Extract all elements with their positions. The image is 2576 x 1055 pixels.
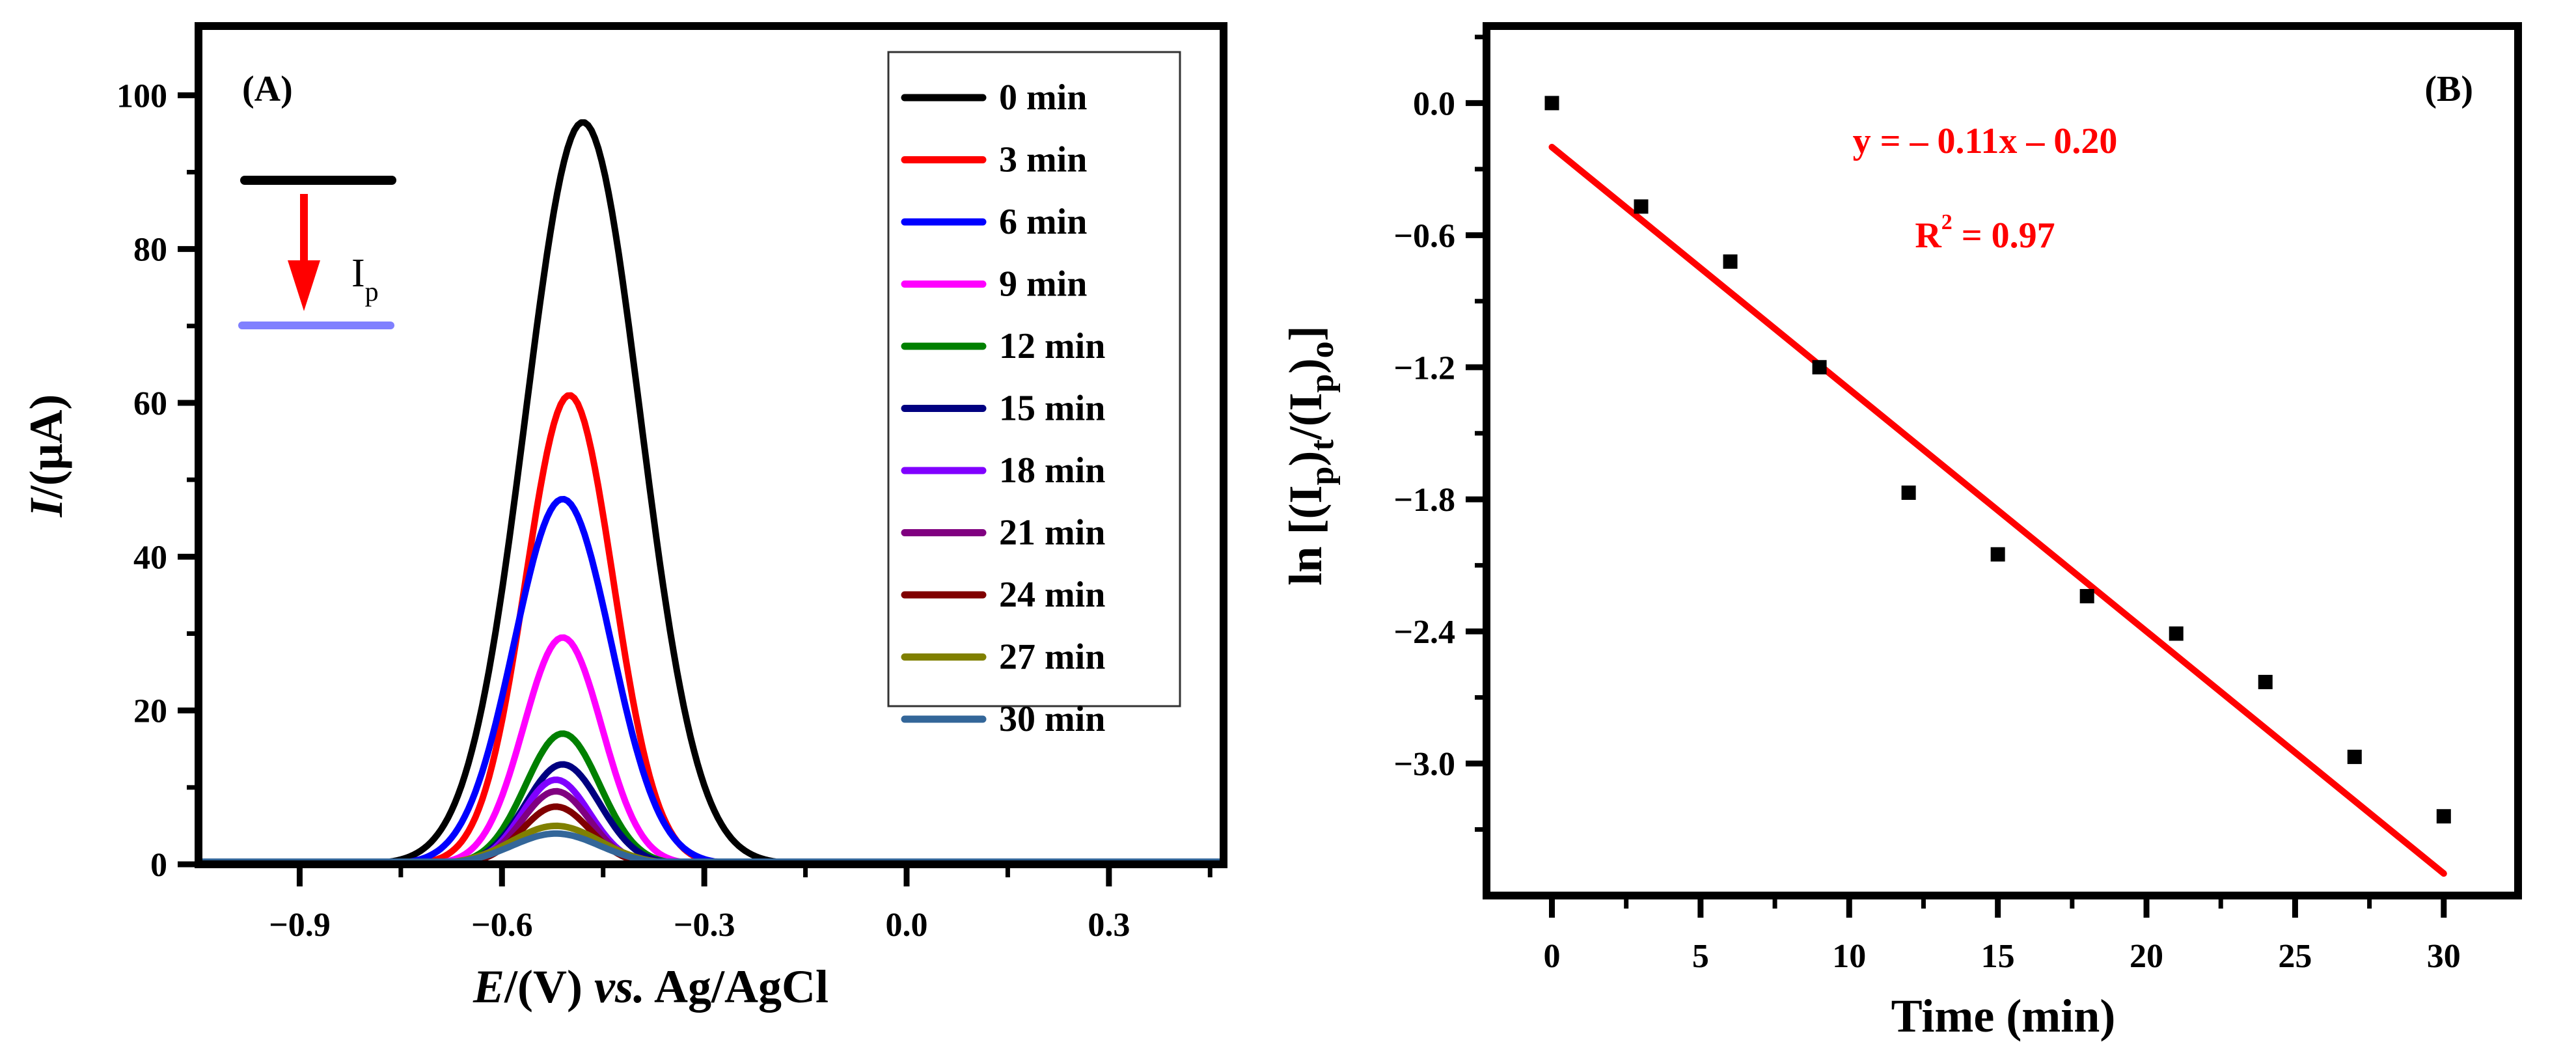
b-r2-label: R (1915, 215, 1941, 256)
a-y-axis-title: I/(μA) (20, 394, 72, 518)
a-legend: 0 min 3 min 6 min 9 min 12 min 15 min 18 min 21… (887, 51, 1181, 739)
a-curve-15-min (199, 761, 1224, 865)
b-x-ticks: 0 5 10 15 20 25 30 (1543, 896, 2461, 975)
a-legend-label: 30 min (999, 699, 1105, 739)
a-curve-24-min (199, 803, 1224, 865)
a-x-tick-label: −0.6 (471, 907, 533, 944)
a-y-tick-label: 20 (133, 693, 167, 730)
a-x-axis-title: E/(V) vs. Ag/AgCl (473, 961, 829, 1013)
b-x-tick-label: 25 (2278, 938, 2312, 975)
a-y-tick-label: 0 (150, 847, 167, 884)
a-legend-label: 3 min (999, 140, 1087, 180)
b-x-tick-label: 20 (2130, 938, 2163, 975)
a-inset: Ip (238, 176, 396, 329)
a-y-title-unit: /(μA) (20, 394, 72, 500)
a-legend-label: 24 min (999, 575, 1105, 615)
a-x-tick-label: 0.3 (1088, 907, 1130, 944)
b-plot-frame (1483, 22, 2522, 899)
a-legend-label: 15 min (999, 389, 1105, 429)
b-r2-sup: 2 (1941, 210, 1953, 234)
b-y-tick-label: 0.0 (1413, 85, 1455, 122)
b-y-tick-label: −2.4 (1393, 614, 1455, 651)
b-data-point (1812, 360, 1827, 375)
a-y-tick-label: 60 (133, 385, 167, 422)
b-data-point (2169, 626, 2184, 641)
a-y-tick-label: 40 (133, 539, 167, 576)
b-fit (1548, 144, 2447, 877)
b-x-axis-title: Time (min) (1891, 990, 2116, 1042)
b-x-tick-label: 15 (1981, 938, 2015, 975)
a-curve-30-min (199, 830, 1224, 865)
a-x-tick-label: −0.9 (269, 907, 331, 944)
b-y-tick-label: −1.8 (1393, 482, 1455, 519)
a-y-title-i: I (20, 497, 72, 517)
a-y-ticks: 0 20 40 60 80 100 (116, 77, 199, 884)
panel-b: 0 5 10 15 20 25 30 0.0 −0.6 −1.2 −1.8 −2.4 −3.0 (B)… (1280, 22, 2522, 1042)
b-y-tick-label: −3.0 (1393, 746, 1455, 783)
b-y-title-mid2: /(I (1280, 392, 1332, 440)
a-inset-label-sub: p (365, 277, 379, 307)
a-x-title-unit: /(V) (504, 961, 594, 1013)
a-inset-label-main: I (351, 251, 365, 295)
b-data-point (1901, 486, 1916, 500)
b-data-point (1634, 199, 1649, 214)
a-legend-label: 9 min (999, 264, 1087, 305)
a-curve-18-min (199, 776, 1224, 865)
b-panel-label: (B) (2424, 69, 2473, 109)
b-data-point (1544, 96, 1559, 111)
a-legend-label: 0 min (999, 77, 1087, 118)
b-r-squared: R2 = 0.97 (1915, 210, 2055, 256)
b-x-tick-label: 30 (2427, 938, 2461, 975)
a-x-title-e: E (473, 961, 504, 1013)
b-x-tick-label: 5 (1692, 938, 1709, 975)
b-y-title-sub4: o (1304, 341, 1341, 358)
a-x-ticks: −0.9 −0.6 −0.3 0.0 0.3 (269, 864, 1213, 944)
b-data-point (2258, 674, 2273, 689)
b-y-title-sub3: p (1304, 374, 1341, 392)
a-x-title-vs: vs. (594, 961, 645, 1013)
b-y-title-sub1: p (1304, 467, 1341, 486)
b-data-point (1990, 547, 2005, 562)
a-plot-frame (195, 22, 1227, 868)
a-y-tick-label: 80 (133, 232, 167, 269)
a-legend-label: 12 min (999, 326, 1105, 366)
b-fit-equation: y = – 0.11x – 0.20 (1853, 121, 2118, 161)
a-legend-label: 18 min (999, 450, 1105, 491)
a-inset-label: Ip (351, 251, 379, 307)
a-legend-label: 27 min (999, 637, 1105, 678)
b-y-tick-label: −0.6 (1393, 217, 1455, 254)
b-y-title-suffix: ] (1280, 325, 1332, 341)
b-points (1544, 96, 2451, 824)
b-x-tick-label: 0 (1543, 938, 1560, 975)
b-y-tick-label: −1.2 (1393, 349, 1455, 387)
b-y-axis-title: ln [(Ip)t/(Ip)o] (1280, 325, 1341, 585)
b-y-title-mid3: ) (1280, 358, 1332, 374)
b-data-point (2079, 589, 2094, 604)
b-y-title-mid1: ) (1280, 451, 1332, 467)
a-x-title-ref: Ag/AgCl (645, 961, 829, 1013)
b-data-point (2347, 749, 2362, 764)
panel-a: −0.9 −0.6 −0.3 0.0 0.3 0 20 40 60 80 100 (A) Ip 0… (20, 22, 1227, 1013)
b-y-ticks: 0.0 −0.6 −1.2 −1.8 −2.4 −3.0 (1393, 34, 1487, 832)
b-r2-value: = 0.97 (1953, 215, 2055, 256)
b-y-title-prefix: ln [(I (1280, 486, 1332, 586)
arrow-down-icon (288, 194, 320, 311)
a-x-tick-label: 0.0 (885, 907, 927, 944)
a-panel-label: (A) (242, 69, 293, 109)
a-legend-label: 6 min (999, 202, 1087, 242)
a-legend-label: 21 min (999, 513, 1105, 553)
a-y-tick-label: 100 (116, 77, 167, 115)
b-data-point (1723, 254, 1738, 269)
a-curve-27-min (199, 822, 1224, 865)
b-x-tick-label: 10 (1832, 938, 1866, 975)
b-data-point (2436, 809, 2451, 824)
a-x-tick-label: −0.3 (674, 907, 735, 944)
b-y-title-sub2: t (1304, 439, 1341, 451)
b-fit-line (1548, 144, 2447, 877)
